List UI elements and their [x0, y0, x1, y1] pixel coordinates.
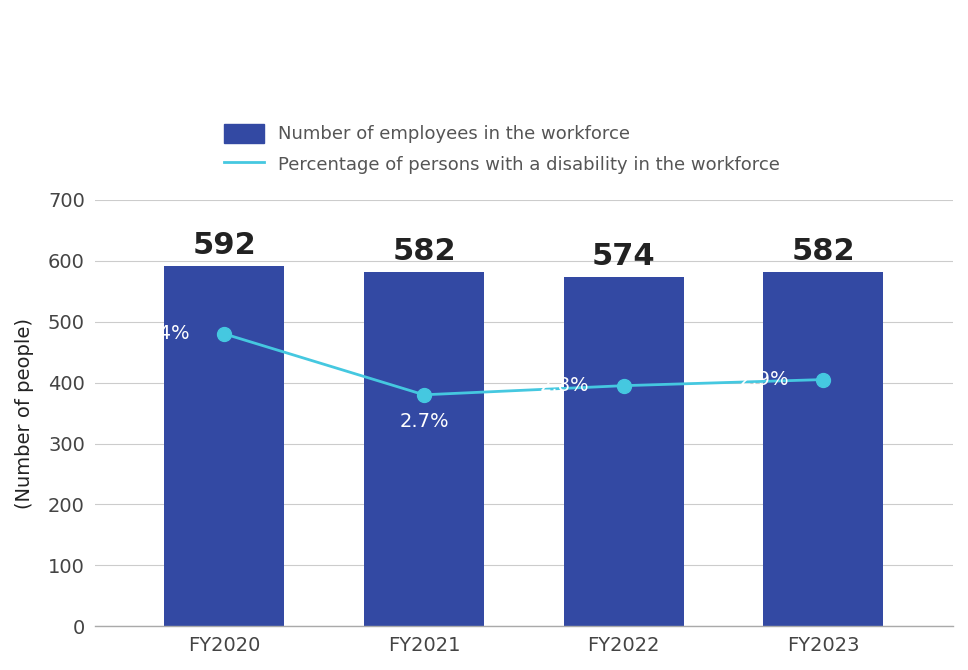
- Bar: [563, 277, 683, 626]
- Text: 3.4%: 3.4%: [140, 324, 191, 344]
- Text: 592: 592: [193, 230, 257, 259]
- Text: 2.7%: 2.7%: [399, 412, 449, 431]
- Bar: [165, 266, 285, 626]
- Text: 582: 582: [792, 237, 855, 266]
- Bar: [764, 272, 883, 626]
- Legend: Number of employees in the workforce, Percentage of persons with a disability in: Number of employees in the workforce, Pe…: [215, 115, 789, 183]
- Y-axis label: (Number of people): (Number of people): [15, 318, 34, 509]
- Text: 574: 574: [591, 241, 655, 271]
- Text: 2.9%: 2.9%: [740, 370, 789, 389]
- Text: 2.8%: 2.8%: [540, 376, 590, 395]
- Bar: [364, 272, 484, 626]
- Text: 582: 582: [392, 237, 456, 266]
